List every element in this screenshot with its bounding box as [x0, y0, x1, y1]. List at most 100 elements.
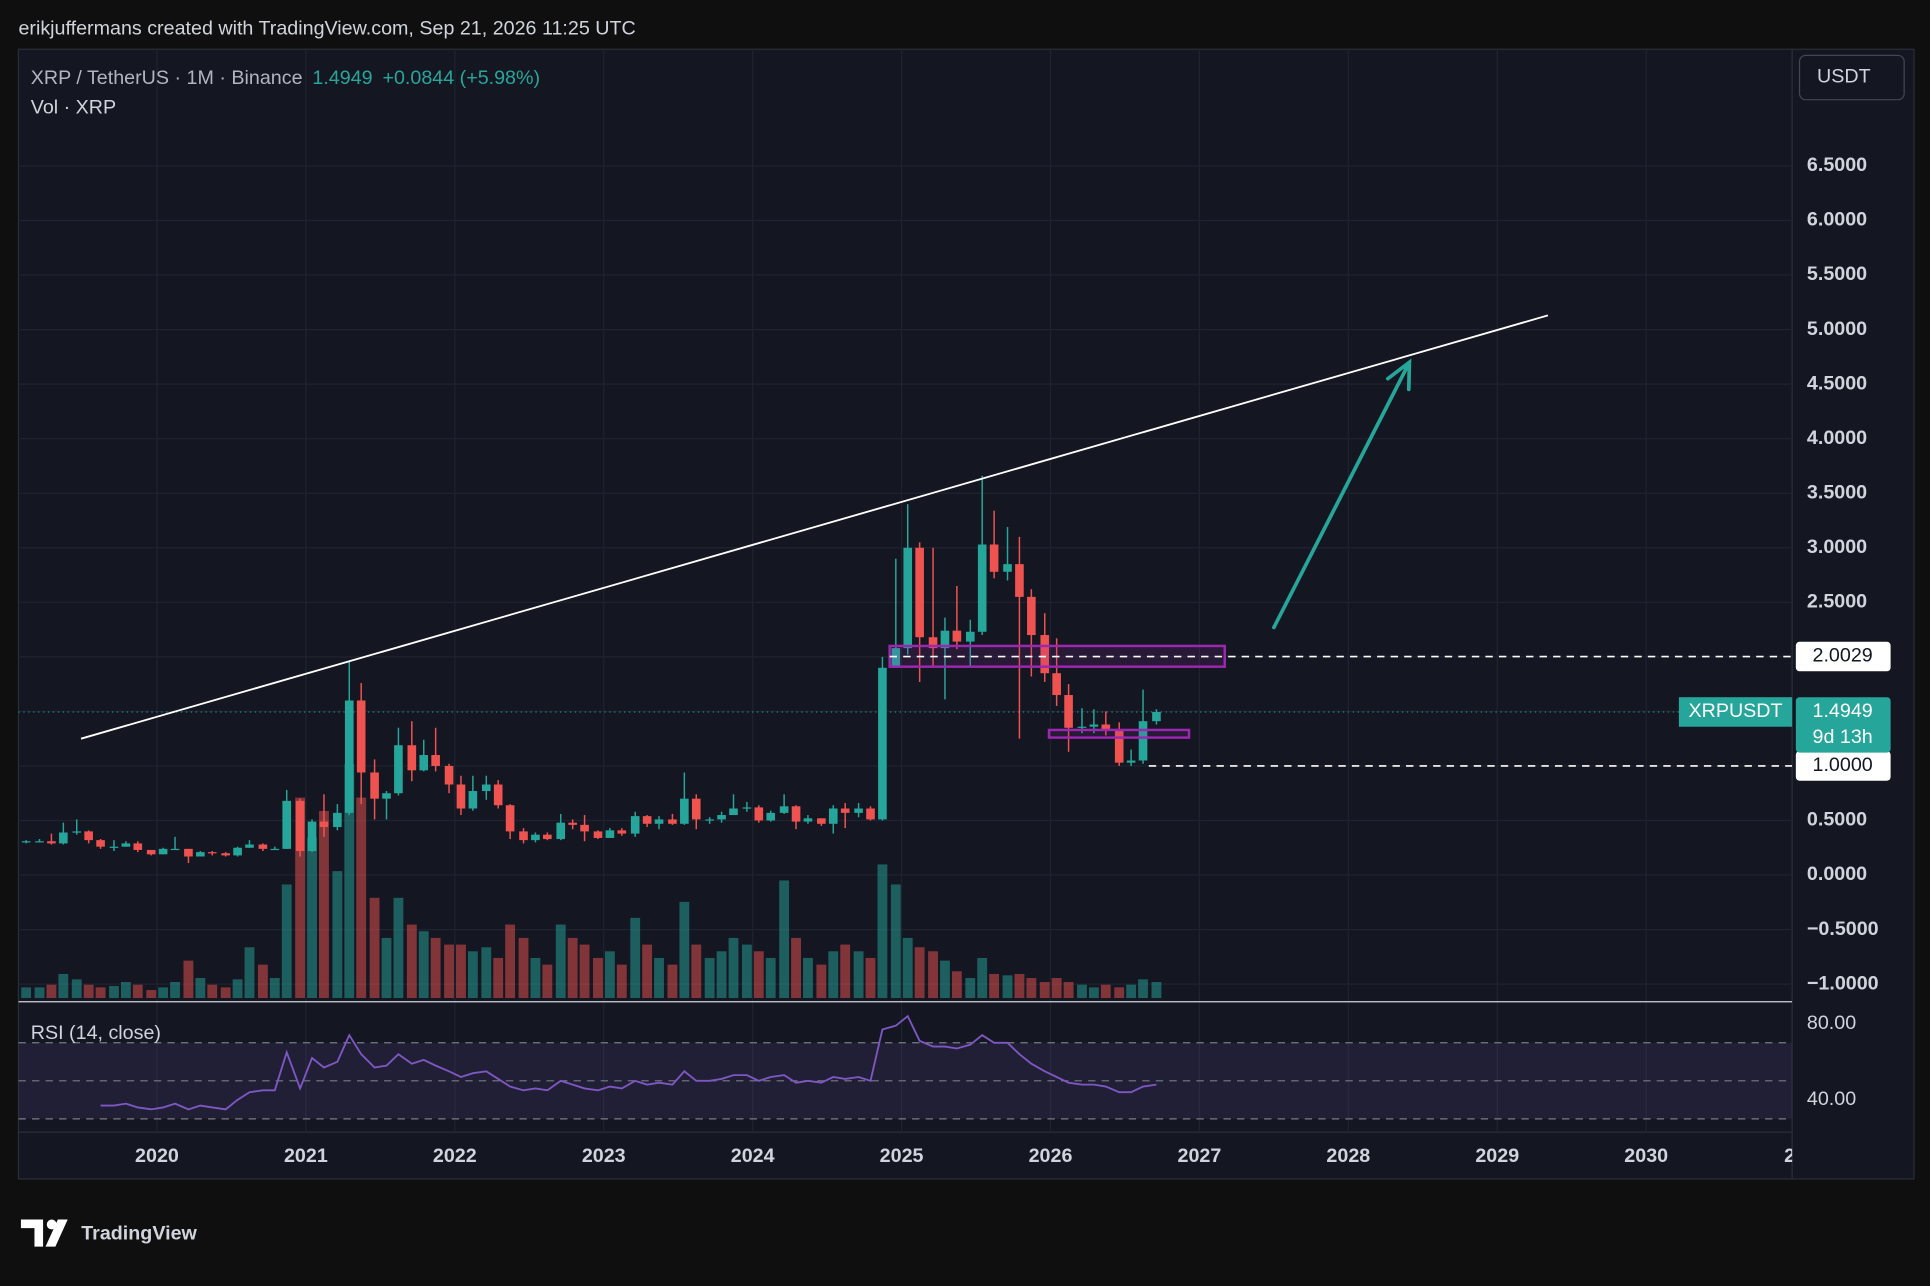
candle-body [184, 848, 193, 857]
volume-bar [704, 957, 715, 999]
y-tick-label: 6.5000 [1807, 154, 1867, 176]
y-tick-label: 5.5000 [1807, 263, 1867, 285]
candle-body [940, 630, 950, 649]
volume-bar [95, 987, 106, 999]
volume-bar [604, 951, 615, 999]
candle-body [133, 843, 143, 850]
candle-body [59, 832, 68, 844]
credit: erikjuffermans created with TradingView.… [18, 18, 635, 40]
candle-body [419, 755, 429, 771]
currency-button-label[interactable]: USDT [1817, 66, 1871, 88]
volume-bar [914, 947, 925, 999]
x-tick-label: 2022 [433, 1145, 477, 1167]
candle-body [989, 544, 999, 572]
candle-body [1027, 596, 1036, 636]
candle-body [580, 824, 589, 832]
candle-body [21, 841, 31, 843]
candle-body [121, 843, 131, 847]
x-tick-label: 2027 [1178, 1145, 1222, 1167]
volume-bar [195, 977, 206, 999]
volume-bar [555, 924, 566, 999]
volume-bar [493, 957, 504, 999]
volume-bar [406, 924, 417, 999]
price-label-box [1795, 641, 1891, 672]
candle-body [344, 700, 354, 813]
currency-button[interactable] [1798, 54, 1905, 101]
candle-body [1003, 564, 1012, 572]
volume-bar [71, 979, 82, 999]
volume-bar [1026, 977, 1037, 999]
candle-body [270, 848, 280, 851]
volume-bar [840, 944, 851, 999]
volume-bar [132, 984, 143, 999]
candle-body [1040, 635, 1050, 674]
candle-body [965, 631, 975, 642]
volume-bar [518, 937, 529, 999]
chart-pane [17, 48, 1915, 1180]
candle-body [295, 800, 305, 852]
volume-bar [853, 951, 864, 999]
volume-bar [481, 947, 492, 999]
candle-body [840, 808, 850, 813]
candle-body [556, 822, 566, 840]
candle-body [394, 745, 403, 794]
candle-body [1152, 711, 1161, 722]
candle-body [146, 849, 156, 855]
candle-body [680, 798, 689, 824]
symbol-label: XRPUSDT [1688, 700, 1782, 722]
volume-bar [1126, 984, 1137, 999]
candle-body [35, 841, 44, 843]
volume-bar [816, 964, 827, 999]
volume-bar [46, 984, 57, 999]
volume-bar [567, 937, 578, 999]
candle-body [158, 848, 168, 855]
y-tick-label: 0.0000 [1807, 863, 1867, 885]
candle-body [691, 798, 701, 820]
candle-body [47, 841, 56, 844]
volume-bar [716, 951, 727, 999]
price-label: 1.0000 [1812, 754, 1872, 776]
volume-bar [1151, 982, 1162, 999]
x-tick-label: 20 [1784, 1145, 1806, 1167]
y-tick-label: 4.5000 [1807, 372, 1867, 394]
y-tick-label: 3.0000 [1807, 536, 1867, 558]
candle-body [109, 846, 119, 848]
volume-bar [989, 973, 1000, 999]
candle-body [593, 831, 603, 838]
volume-bar [269, 977, 280, 999]
volume-bar [332, 871, 343, 999]
candle-body [803, 818, 813, 822]
y-tick-label: 6.0000 [1807, 209, 1867, 231]
volume-bar [430, 937, 441, 999]
candle-body [828, 808, 838, 824]
x-tick-label: 2020 [135, 1145, 179, 1167]
arrow [1272, 358, 1412, 630]
last-price-box [1795, 697, 1891, 753]
volume-bar [1051, 977, 1062, 999]
volume-bar [890, 884, 901, 999]
volume-bar [456, 944, 466, 999]
trendline [80, 314, 1549, 740]
volume-bar [467, 951, 478, 999]
candle-body [1114, 729, 1124, 763]
candle-body [456, 784, 466, 809]
volume-bar [951, 971, 962, 999]
y-tick-label: 3.5000 [1807, 481, 1867, 503]
volume-bar [593, 957, 603, 999]
volume-bar [257, 964, 268, 999]
x-tick-label: 2026 [1029, 1145, 1073, 1167]
candle-body [505, 805, 515, 832]
volume-bar [667, 964, 678, 999]
candle-body [1101, 724, 1111, 730]
plot-layer: 2020 2021 2022 2023 2024 2025 2026 2027 2028 2029… [18, 49, 1806, 1167]
y-tick-label: 5.0000 [1807, 318, 1867, 340]
volume-bar [369, 897, 380, 999]
candle-body [791, 806, 801, 822]
candle-body [1126, 760, 1136, 763]
volume-bar [146, 990, 157, 999]
candle-body [233, 847, 242, 856]
volume-bar [207, 984, 218, 999]
logo-shape [20, 1219, 44, 1247]
candle-body [170, 848, 180, 851]
